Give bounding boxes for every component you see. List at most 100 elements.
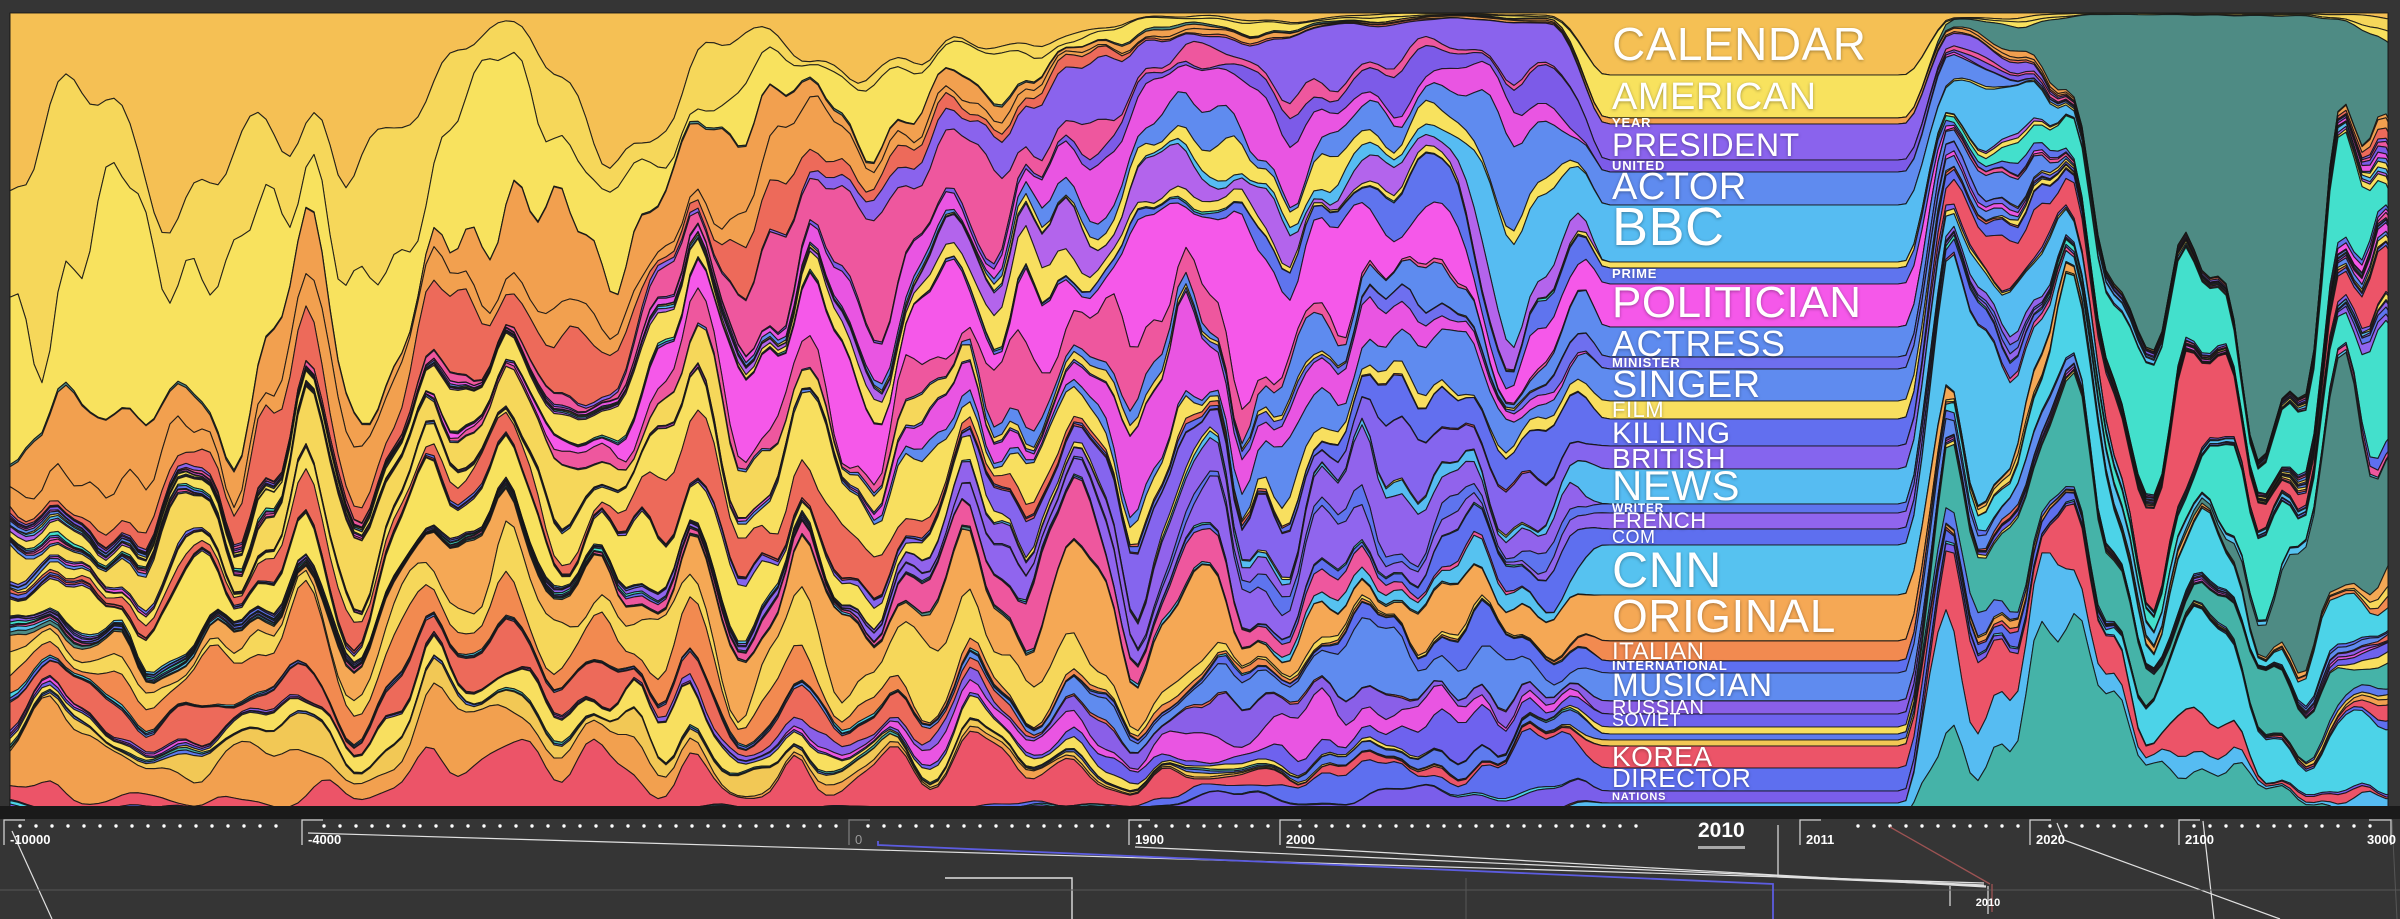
timeline-dot	[2352, 824, 2356, 828]
timeline-zoom-line	[1799, 819, 1821, 845]
timeline-dot	[1506, 824, 1510, 828]
timeline-dot	[2160, 824, 2164, 828]
timeline-dot	[1968, 824, 1972, 828]
timeline-dot	[434, 824, 438, 828]
timeline-dot	[466, 824, 470, 828]
timeline-dot	[1154, 824, 1158, 828]
timeline-dot	[1538, 824, 1542, 828]
timeline-dot	[498, 824, 502, 828]
timeline-tick--4000[interactable]: -4000	[308, 832, 342, 847]
timeline-dot	[1394, 824, 1398, 828]
timeline-dot	[2272, 824, 2276, 828]
timeline-dot	[1378, 824, 1382, 828]
timeline-dot	[1458, 824, 1462, 828]
timeline-dot	[1570, 824, 1574, 828]
timeline-tick-2020[interactable]: 2020	[2036, 832, 2065, 847]
timeline-tick-1900[interactable]: 1900	[1135, 832, 1164, 847]
timeline-dot	[1330, 824, 1334, 828]
timeline-dot	[994, 824, 998, 828]
timeline-dot	[2288, 824, 2292, 828]
timeline-dot	[2016, 824, 2020, 828]
timeline-dot	[1442, 824, 1446, 828]
timeline-dot	[946, 824, 950, 828]
timeline-dot	[706, 824, 710, 828]
timeline-tick-2010[interactable]: 2010	[1698, 819, 1745, 849]
timeline-dot	[1920, 824, 1924, 828]
timeline-dot	[130, 824, 134, 828]
timeline-dot	[514, 824, 518, 828]
timeline-dot	[562, 824, 566, 828]
timeline-dot	[1234, 824, 1238, 828]
timeline-dot	[1474, 824, 1478, 828]
timeline-tick-2100[interactable]: 2100	[2185, 832, 2214, 847]
timeline-dot	[18, 824, 22, 828]
timeline-dot	[1346, 824, 1350, 828]
timeline-dot	[578, 824, 582, 828]
timeline-tick-2000[interactable]: 2000	[1286, 832, 1315, 847]
sub-timeline-label[interactable]: 2010	[1975, 897, 2001, 909]
timeline-dot	[50, 824, 54, 828]
timeline-dot	[770, 824, 774, 828]
timeline-dot	[162, 824, 166, 828]
timeline-zoom-line	[1128, 819, 1150, 845]
timeline-dot	[2208, 824, 2212, 828]
timeline-tick-0[interactable]: 0	[855, 832, 863, 847]
timeline-dot	[962, 824, 966, 828]
timeline-dot	[210, 824, 214, 828]
timeline-dot	[146, 824, 150, 828]
timeline-dot	[530, 824, 534, 828]
timeline-zoom-line	[2178, 819, 2200, 845]
timeline-dot	[2224, 824, 2228, 828]
timeline-dot	[722, 824, 726, 828]
timeline-dot	[914, 824, 918, 828]
timeline-dot	[1042, 824, 1046, 828]
timeline-dot	[2048, 824, 2052, 828]
timeline-dot	[1074, 824, 1078, 828]
timeline-dot	[642, 824, 646, 828]
timeline-dot	[2240, 824, 2244, 828]
timeline-zoom-line	[1889, 826, 1991, 885]
timeline-dot	[1634, 824, 1638, 828]
timeline-zoom-line	[2056, 822, 2281, 919]
timeline-dot	[754, 824, 758, 828]
timeline-dot	[1952, 824, 1956, 828]
timeline-dot	[2256, 824, 2260, 828]
timeline-zoom-line	[877, 841, 1774, 919]
timeline-dot	[1872, 824, 1876, 828]
timeline-dot	[194, 824, 198, 828]
timeline-dot	[1410, 824, 1414, 828]
timeline-dot	[594, 824, 598, 828]
timeline-dot	[338, 824, 342, 828]
timeline-dot	[1010, 824, 1014, 828]
timeline-dot	[178, 824, 182, 828]
timeline-dot	[2000, 824, 2004, 828]
timeline-dot	[66, 824, 70, 828]
timeline-tick-3000[interactable]: 3000	[2367, 832, 2396, 847]
timeline-dot	[482, 824, 486, 828]
timeline-dot	[1186, 824, 1190, 828]
timeline-dot	[1170, 824, 1174, 828]
timeline-zoom-line	[307, 832, 1985, 884]
timeline-dot	[2144, 824, 2148, 828]
timeline-dot	[2336, 824, 2340, 828]
timeline-zoom-line	[848, 819, 870, 845]
timeline-dot	[2192, 824, 2196, 828]
timeline-dot	[418, 824, 422, 828]
timeline-dot	[2368, 824, 2372, 828]
timeline-dot	[1602, 824, 1606, 828]
timeline-tick-2011[interactable]: 2011	[1806, 832, 1835, 847]
timeline-dot	[786, 824, 790, 828]
timeline-dot	[1936, 824, 1940, 828]
timeline-dot	[1266, 824, 1270, 828]
timeline-zoom-line	[3, 819, 25, 845]
timeline-dot	[2096, 824, 2100, 828]
timeline-tick--10000[interactable]: -10000	[10, 832, 51, 847]
timeline-zoom-line	[945, 877, 1073, 919]
timeline-dot	[1522, 824, 1526, 828]
timeline-zoom-line	[1777, 825, 1987, 887]
timeline-zoom-line	[301, 819, 323, 845]
timeline-dot	[978, 824, 982, 828]
timeline-dot	[1554, 824, 1558, 828]
timeline-dot	[658, 824, 662, 828]
